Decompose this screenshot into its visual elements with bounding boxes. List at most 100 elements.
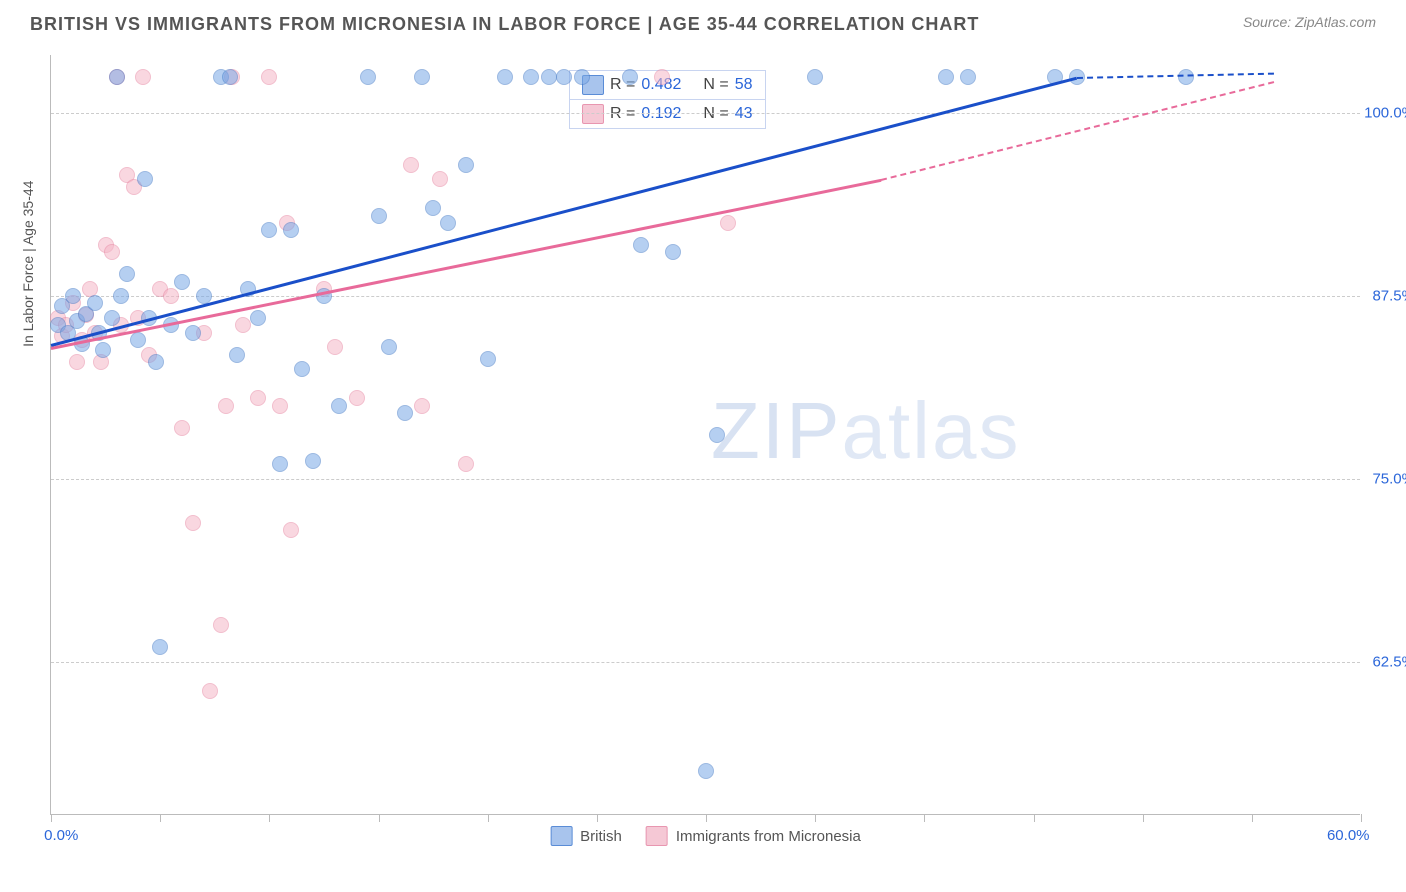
legend-label: British [580, 828, 622, 845]
micronesia-point [163, 288, 179, 304]
x-tick [1034, 814, 1035, 822]
y-tick-label: 75.0% [1372, 470, 1406, 487]
trend-line [1077, 73, 1274, 79]
british-point [458, 157, 474, 173]
british-point [541, 69, 557, 85]
micronesia-point [261, 69, 277, 85]
british-point [397, 405, 413, 421]
british-point [130, 332, 146, 348]
british-point [633, 237, 649, 253]
british-point [960, 69, 976, 85]
british-point [523, 69, 539, 85]
x-tick [51, 814, 52, 822]
british-point [222, 69, 238, 85]
y-tick-label: 87.5% [1372, 288, 1406, 305]
british-point [185, 325, 201, 341]
watermark-thin: atlas [841, 386, 1020, 475]
x-tick [1252, 814, 1253, 822]
x-tick [815, 814, 816, 822]
micronesia-point [327, 339, 343, 355]
british-point [148, 354, 164, 370]
british-point [440, 215, 456, 231]
micronesia-point [432, 171, 448, 187]
x-tick [488, 814, 489, 822]
scatter-chart: ZIPatlas R =0.482N =58R =0.192N =43 Brit… [50, 55, 1360, 815]
x-tick [924, 814, 925, 822]
trend-line [51, 179, 881, 350]
micronesia-point [250, 390, 266, 406]
gridline [51, 113, 1360, 114]
watermark-bold: ZIP [711, 386, 841, 475]
british-point [698, 763, 714, 779]
micronesia-point [69, 354, 85, 370]
british-point [574, 69, 590, 85]
british-point [95, 342, 111, 358]
y-tick-label: 62.5% [1372, 653, 1406, 670]
micronesia-point [349, 390, 365, 406]
british-point [261, 222, 277, 238]
british-point [283, 222, 299, 238]
legend-swatch [550, 826, 572, 846]
micronesia-point [135, 69, 151, 85]
chart-title: BRITISH VS IMMIGRANTS FROM MICRONESIA IN… [30, 14, 979, 35]
british-point [381, 339, 397, 355]
british-point [272, 456, 288, 472]
british-point [371, 208, 387, 224]
source-attribution: Source: ZipAtlas.com [1243, 14, 1376, 30]
british-point [119, 266, 135, 282]
micronesia-point [403, 157, 419, 173]
british-point [305, 453, 321, 469]
british-point [556, 69, 572, 85]
gridline [51, 479, 1360, 480]
british-point [113, 288, 129, 304]
british-point [137, 171, 153, 187]
micronesia-point [235, 317, 251, 333]
british-point [938, 69, 954, 85]
micronesia-point [720, 215, 736, 231]
x-tick-label: 0.0% [44, 827, 78, 844]
british-point [87, 295, 103, 311]
x-tick [269, 814, 270, 822]
micronesia-point [185, 515, 201, 531]
y-axis-label: In Labor Force | Age 35-44 [20, 181, 36, 347]
trend-line [51, 77, 1078, 347]
micronesia-point [104, 244, 120, 260]
british-point [1178, 69, 1194, 85]
british-point [174, 274, 190, 290]
micronesia-point [174, 420, 190, 436]
x-tick [1143, 814, 1144, 822]
micronesia-point [82, 281, 98, 297]
y-tick-label: 100.0% [1364, 105, 1406, 122]
micronesia-point [202, 683, 218, 699]
x-tick-label: 60.0% [1327, 827, 1370, 844]
micronesia-point [272, 398, 288, 414]
x-tick [1361, 814, 1362, 822]
x-tick [160, 814, 161, 822]
legend-item: Immigrants from Micronesia [646, 826, 861, 846]
british-point [331, 398, 347, 414]
british-point [807, 69, 823, 85]
x-tick [597, 814, 598, 822]
legend-swatch [646, 826, 668, 846]
trend-line [880, 81, 1273, 181]
micronesia-point [458, 456, 474, 472]
british-point [480, 351, 496, 367]
british-point [229, 347, 245, 363]
british-point [109, 69, 125, 85]
british-point [425, 200, 441, 216]
watermark: ZIPatlas [711, 385, 1020, 477]
x-tick [379, 814, 380, 822]
micronesia-point [213, 617, 229, 633]
british-point [622, 69, 638, 85]
n-label: N = [703, 76, 728, 94]
british-point [497, 69, 513, 85]
british-point [414, 69, 430, 85]
british-point [360, 69, 376, 85]
british-point [709, 427, 725, 443]
british-point [104, 310, 120, 326]
british-point [294, 361, 310, 377]
british-point [65, 288, 81, 304]
micronesia-point [654, 69, 670, 85]
gridline [51, 662, 1360, 663]
series-legend: British Immigrants from Micronesia [550, 826, 861, 846]
